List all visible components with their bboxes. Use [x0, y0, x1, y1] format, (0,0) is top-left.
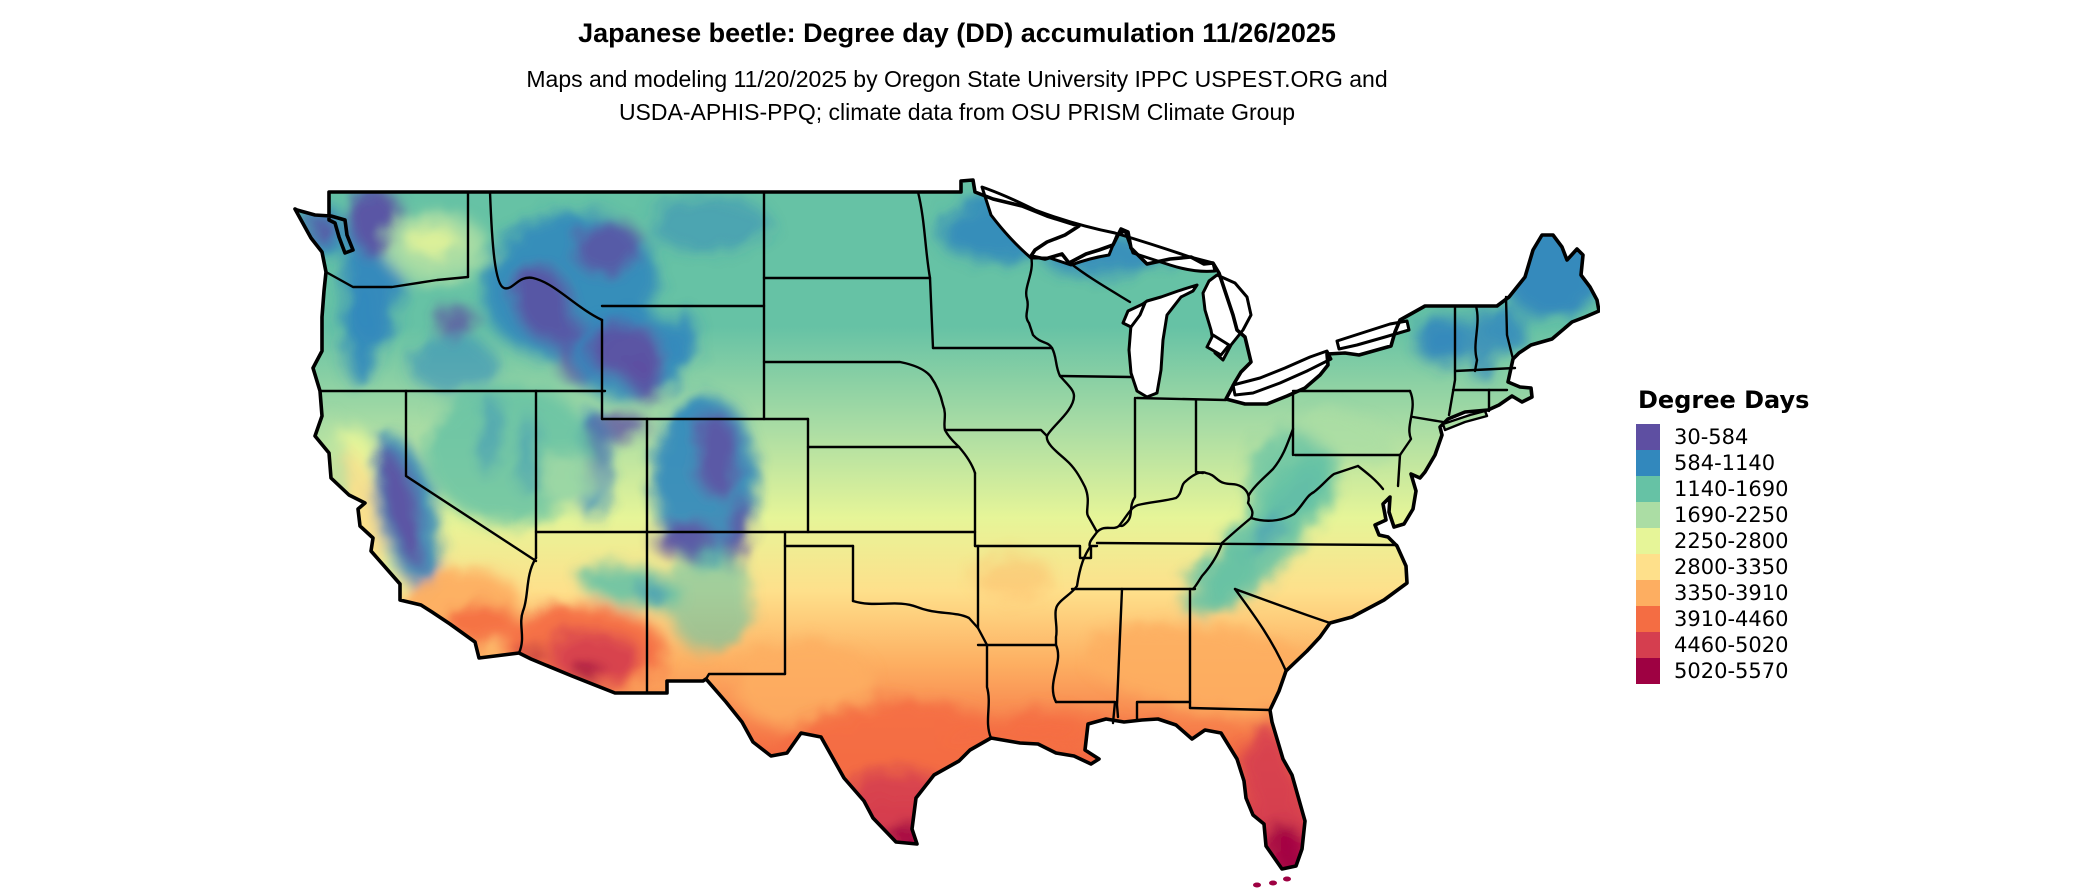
- subtitle-line-2: USDA-APHIS-PPQ; climate data from OSU PR…: [618, 99, 1296, 125]
- base-gradient-rect: [295, 180, 1599, 869]
- saginaw-bay: [1205, 333, 1231, 357]
- heat-blob-ozarks-orange-tinge: [973, 555, 1053, 599]
- heat-blob-se-oregon-blue: [408, 337, 498, 393]
- legend-row: 30-584: [1636, 424, 1936, 450]
- legend-row: 3910-4460: [1636, 606, 1936, 632]
- legend-swatch: [1636, 632, 1660, 658]
- legend-rows: 30-584 584-1140 1140-1690 1690-2250 2250-280…: [1636, 424, 1936, 684]
- legend-label: 3910-4460: [1674, 607, 1789, 631]
- heat-blob-sierra-nevada-purple: [379, 446, 423, 568]
- legend-row: 584-1140: [1636, 450, 1936, 476]
- great-lakes: [980, 185, 1411, 399]
- heat-blob-sonoran-maroon: [571, 663, 603, 679]
- heat-blob-louisiana-red: [1000, 708, 1084, 748]
- florida-keys-dot-1: [1283, 876, 1291, 882]
- legend-label: 1140-1690: [1674, 477, 1789, 501]
- legend-swatch: [1636, 424, 1660, 450]
- lake-michigan: [1127, 283, 1199, 399]
- legend-swatch: [1636, 580, 1660, 606]
- green-bay: [1121, 301, 1147, 329]
- legend-label: 2800-3350: [1674, 555, 1789, 579]
- legend-label: 4460-5020: [1674, 633, 1789, 657]
- us-degree-day-map: [285, 125, 1600, 890]
- heat-blob-pennsylvania-ridge-green: [1301, 408, 1393, 462]
- legend-swatch: [1636, 450, 1660, 476]
- legend-row: 4460-5020: [1636, 632, 1936, 658]
- legend-label: 2250-2800: [1674, 529, 1789, 553]
- page-title: Japanese beetle: Degree day (DD) accumul…: [578, 18, 1336, 48]
- conus-outline: [293, 178, 1600, 871]
- legend-swatch: [1636, 554, 1660, 580]
- heat-blob-adirondacks-blue: [1415, 316, 1471, 364]
- heat-blob-bitterroot-purple: [513, 264, 573, 342]
- legend-swatch: [1636, 658, 1660, 684]
- heat-blob-utah-desert-green: [540, 452, 600, 508]
- heat-blob-columbia-basin-core: [407, 227, 459, 259]
- subtitle: Maps and modeling 11/20/2025 by Oregon S…: [0, 63, 1914, 129]
- legend-row: 2800-3350: [1636, 554, 1936, 580]
- legend-row: 1690-2250: [1636, 502, 1936, 528]
- heat-blob-sonoran-deep-red: [547, 630, 643, 684]
- heat-blob-glacier-purple: [573, 220, 641, 274]
- heat-blob-olympics-purple: [311, 214, 331, 242]
- legend-row: 3350-3910: [1636, 580, 1936, 606]
- map-svg: [293, 178, 1600, 888]
- legend-label: 584-1140: [1674, 451, 1776, 475]
- legend-title: Degree Days: [1638, 386, 1810, 414]
- legend-row: 5020-5570: [1636, 658, 1936, 684]
- legend: Degree Days 30-584 584-1140 1140-1690 1690-…: [1636, 386, 1936, 684]
- heat-blob-bighorn-blue: [667, 312, 699, 368]
- lake-erie: [1231, 349, 1333, 397]
- legend-label: 1690-2250: [1674, 503, 1789, 527]
- heat-blob-oregon-cascades-blue: [343, 281, 377, 385]
- legend-swatch: [1636, 476, 1660, 502]
- heat-blob-nevada-range-blue-2: [518, 417, 538, 493]
- legend-swatch: [1636, 502, 1660, 528]
- florida-keys: [1253, 876, 1291, 888]
- long-island: [1441, 409, 1489, 432]
- legend-row: 1140-1690: [1636, 476, 1936, 502]
- legend-label: 5020-5570: [1674, 659, 1789, 683]
- legend-label: 30-584: [1674, 425, 1749, 449]
- heat-blob-smokies-teal: [1182, 539, 1258, 615]
- degree-day-field: [295, 180, 1599, 869]
- florida-keys-dot-3: [1253, 882, 1261, 888]
- header: Japanese beetle: Degree day (DD) accumul…: [0, 0, 1914, 129]
- subtitle-line-1: Maps and modeling 11/20/2025 by Oregon S…: [526, 66, 1388, 92]
- heat-blob-montana-plains-blue: [650, 197, 770, 253]
- heat-blob-wind-river-purple: [625, 353, 661, 401]
- legend-swatch: [1636, 528, 1660, 554]
- state-borders: [318, 190, 1517, 740]
- heat-blob-blue-mountains-purple: [437, 307, 477, 339]
- legend-swatch: [1636, 606, 1660, 632]
- legend-row: 2250-2800: [1636, 528, 1936, 554]
- heat-blob-new-mexico-highlands-teal: [668, 548, 752, 652]
- florida-keys-dot-2: [1269, 880, 1277, 886]
- heat-blob-nevada-range-blue-1: [479, 395, 501, 475]
- lake-ontario: [1335, 319, 1411, 351]
- heat-blob-colorado-front-purple: [695, 413, 739, 497]
- legend-label: 3350-3910: [1674, 581, 1789, 605]
